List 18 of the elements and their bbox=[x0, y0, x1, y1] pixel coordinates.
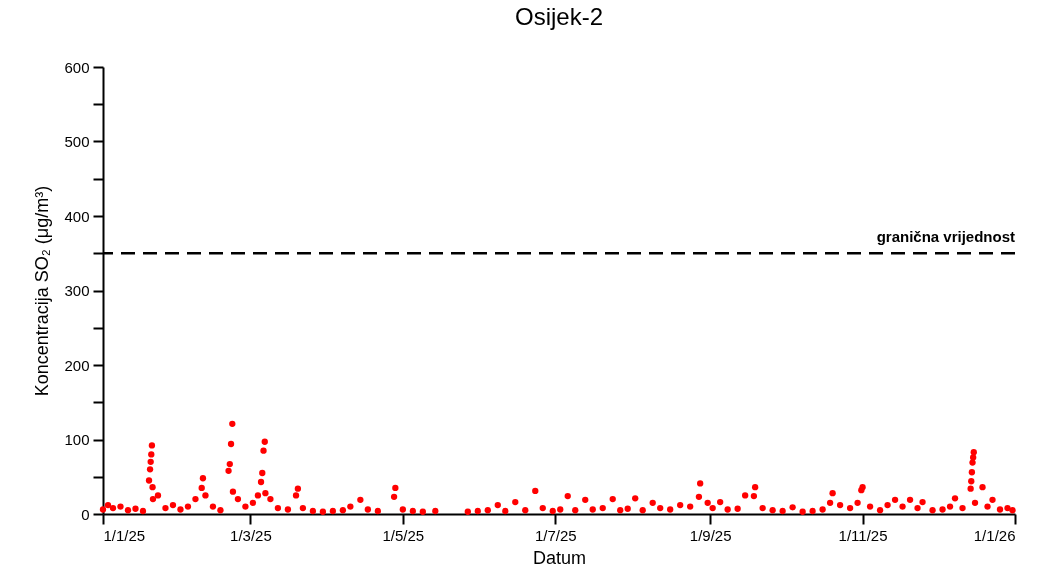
ref-line-label: granična vrijednost bbox=[876, 228, 1015, 246]
x-tick-label: 1/1/25 bbox=[103, 526, 146, 544]
y-tick-label: 400 bbox=[64, 207, 90, 225]
y-axis-title: Koncentracija SO₂ (μg/m³) bbox=[32, 185, 53, 397]
x-axis-title: Datum bbox=[532, 547, 587, 568]
y-tick-label: 200 bbox=[64, 356, 90, 374]
x-tick-label: 1/3/25 bbox=[230, 526, 272, 544]
chart-title: Osijek-2 bbox=[514, 3, 604, 30]
y-tick-label: 500 bbox=[64, 133, 90, 150]
x-tick-label: 1/1/26 bbox=[973, 526, 1016, 544]
y-tick-label: 600 bbox=[64, 58, 90, 76]
x-tick-label: 1/7/25 bbox=[534, 526, 577, 544]
x-tick-label: 1/11/25 bbox=[838, 526, 888, 544]
x-tick-label: 1/9/25 bbox=[689, 526, 732, 544]
y-tick-label: 100 bbox=[64, 431, 90, 448]
y-tick-label: 300 bbox=[64, 282, 90, 299]
y-tick-label: 0 bbox=[81, 505, 90, 523]
x-tick-label: 1/5/25 bbox=[382, 526, 425, 544]
